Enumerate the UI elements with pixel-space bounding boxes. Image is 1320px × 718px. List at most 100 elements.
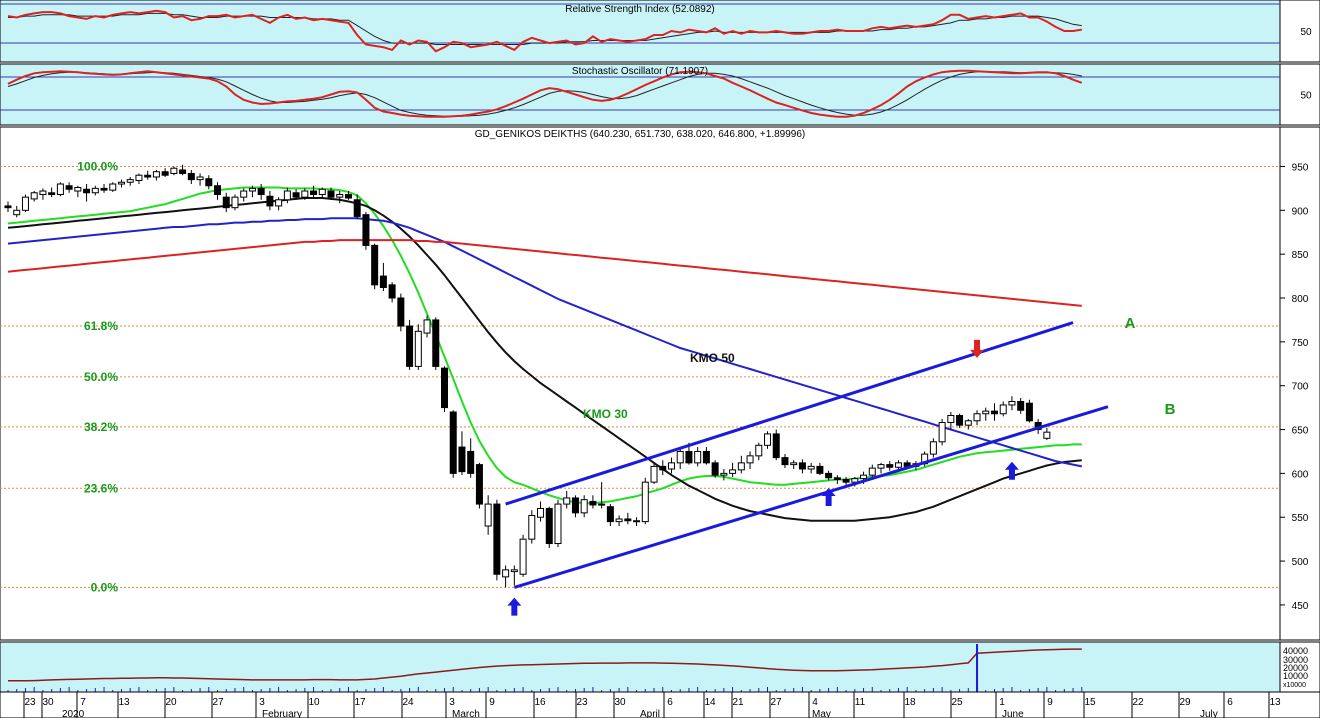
price-tick-label: 500 [1292,557,1309,568]
price-tick-label: 850 [1292,250,1309,261]
candle-body [336,194,344,198]
candle-body [449,411,457,474]
candle-body [222,196,230,209]
rsi-axis-area [1279,0,1320,63]
rsi-axis-label: 50 [1300,27,1312,38]
candle-body [624,518,632,522]
month-label: June [1002,709,1024,718]
candle-body [833,477,841,481]
price-tick-label: 800 [1292,294,1309,305]
date-label: 11 [855,697,866,708]
date-label: 1 [999,697,1005,708]
candle-body [187,172,195,181]
trend-label: A [1125,315,1136,332]
candle-body [554,503,562,545]
month-label: May [812,709,831,718]
candle-body [371,244,379,286]
candle-body [545,507,553,545]
date-label: 27 [770,697,782,708]
candle-body [441,367,448,409]
volume-axis-label: 10000 [1283,671,1308,681]
candle-body [659,465,667,471]
candle-body [135,174,143,181]
candle-body [266,195,274,207]
candle-body [685,450,693,464]
candle-body [283,190,291,201]
candle-body [1025,402,1033,422]
date-label: 21 [732,697,744,708]
candle-body [170,167,178,174]
date-label: 18 [904,697,916,708]
price-tick-label: 550 [1292,513,1309,524]
candle-body [21,196,29,211]
candle-body [48,192,56,196]
candle-body [493,503,501,575]
rsi-title: Relative Strength Index (52.0892) [565,4,715,15]
candle-body [571,497,579,514]
candle-body [825,472,833,479]
date-label: 30 [614,697,626,708]
rsi-panel: 50 [0,0,1320,63]
candle-body [580,499,588,514]
candle-body [641,481,649,523]
candle-body [868,467,876,476]
moving-average-line [7,197,1082,522]
month-label: March [452,709,480,718]
candle-body [790,462,798,466]
fibonacci-label: 0.0% [91,580,119,594]
candle-body [502,569,510,578]
candle-body [894,462,902,468]
date-label: 22 [1132,697,1144,708]
candle-body [83,188,91,194]
date-label: 30 [42,697,54,708]
volume-axis-label: 20000 [1283,663,1308,673]
date-label: 14 [704,697,716,708]
date-label: 9 [489,697,495,708]
candle-body [720,472,728,476]
date-label: 15 [1084,697,1096,708]
signal-arrow-down [970,339,985,358]
candle-body [231,196,239,209]
candle-body [982,410,990,415]
candle-body [91,187,99,194]
candle-body [432,319,440,367]
fibonacci-label: 100.0% [77,159,118,173]
candle-body [938,422,946,443]
candle-body [144,174,152,178]
month-label: 2020 [62,709,85,718]
candle-body [344,194,352,199]
month-label: April [640,709,660,718]
price-tick-label: 900 [1292,206,1309,217]
candle-body [379,275,387,288]
candle-body [1017,400,1025,411]
date-axis: 23 30 7 13 20 27 3 10 17 24 3 9 16 23 30 6 14 21 27 4 11 18 25… [0,691,1320,718]
candle-body [772,433,780,459]
signal-arrow-up [1004,461,1019,480]
candle-body [615,518,623,523]
candle-body [633,520,641,523]
fibonacci-label: 61.8% [84,319,118,333]
trend-label: B [1165,401,1176,418]
price-tick-label: 950 [1292,162,1309,173]
price-tick-label: 700 [1292,382,1309,393]
candle-body [764,433,772,446]
candle-body [676,450,684,464]
candle-body [30,192,38,200]
date-label: 13 [1269,697,1281,708]
candle-body [423,319,431,334]
date-label: 23 [24,697,36,708]
stochastic-line [7,69,1083,118]
signal-arrow-up [507,597,522,616]
candle-body [519,538,527,575]
candle-body [65,185,73,190]
candle-body [196,176,204,181]
date-label: 16 [534,697,546,708]
candle-body [842,479,850,483]
volume-axis-area [1279,641,1320,693]
chart-title: GD_GENIKOS DEIKTHS (640.230, 651.730, 63… [475,129,806,140]
candle-body [537,507,545,518]
moving-average-label: KMO 30 [583,407,628,421]
candle-body [275,199,283,207]
candle-body [956,415,964,426]
